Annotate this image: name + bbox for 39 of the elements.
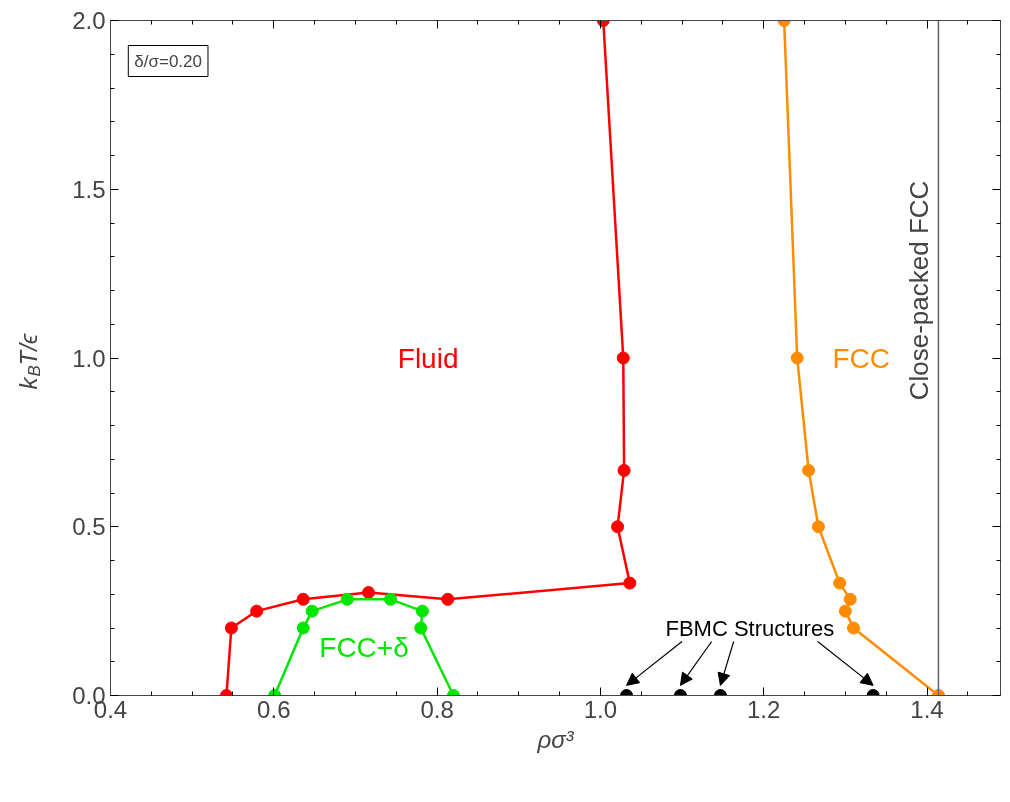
point (414, 621, 428, 635)
series-label: FCC (832, 342, 891, 374)
point (617, 463, 631, 477)
point (843, 592, 857, 606)
point (623, 576, 637, 590)
point (811, 520, 825, 534)
point (305, 604, 319, 618)
point (415, 604, 429, 618)
point (838, 604, 852, 618)
y-tick-label: 2.0 (72, 7, 106, 34)
x-tick-label: 1.0 (583, 695, 618, 723)
point (847, 621, 861, 635)
point (296, 621, 310, 635)
x-tick-label: 1.4 (910, 695, 944, 723)
point (224, 621, 238, 635)
text: Fluid (397, 342, 459, 374)
point (833, 576, 847, 590)
point (441, 592, 455, 606)
x-tick-label: 1.2 (747, 695, 781, 723)
y-tick-label: 1.5 (72, 175, 106, 203)
point (362, 586, 376, 600)
annotation: δ/σ=0.20 (134, 51, 202, 71)
point (611, 520, 625, 534)
y-tick-label: 0.5 (72, 513, 106, 541)
series-label: FCC+δ (319, 631, 409, 663)
point (250, 604, 264, 618)
point (340, 592, 354, 606)
x-tick-label: 0.8 (420, 695, 454, 723)
ref-line-label: Close-packed FCC (904, 180, 935, 401)
point (802, 463, 816, 477)
x-tick-label: 0.6 (257, 695, 291, 723)
point (384, 592, 398, 606)
y-tick-label: 1.0 (72, 344, 106, 372)
point (616, 351, 630, 365)
point (296, 592, 310, 606)
point (790, 351, 804, 365)
y-axis-title: kBT/ϵ (15, 333, 44, 390)
text: FBMC Structures (665, 615, 835, 641)
x-axis-title: ρσ³ (536, 725, 575, 753)
